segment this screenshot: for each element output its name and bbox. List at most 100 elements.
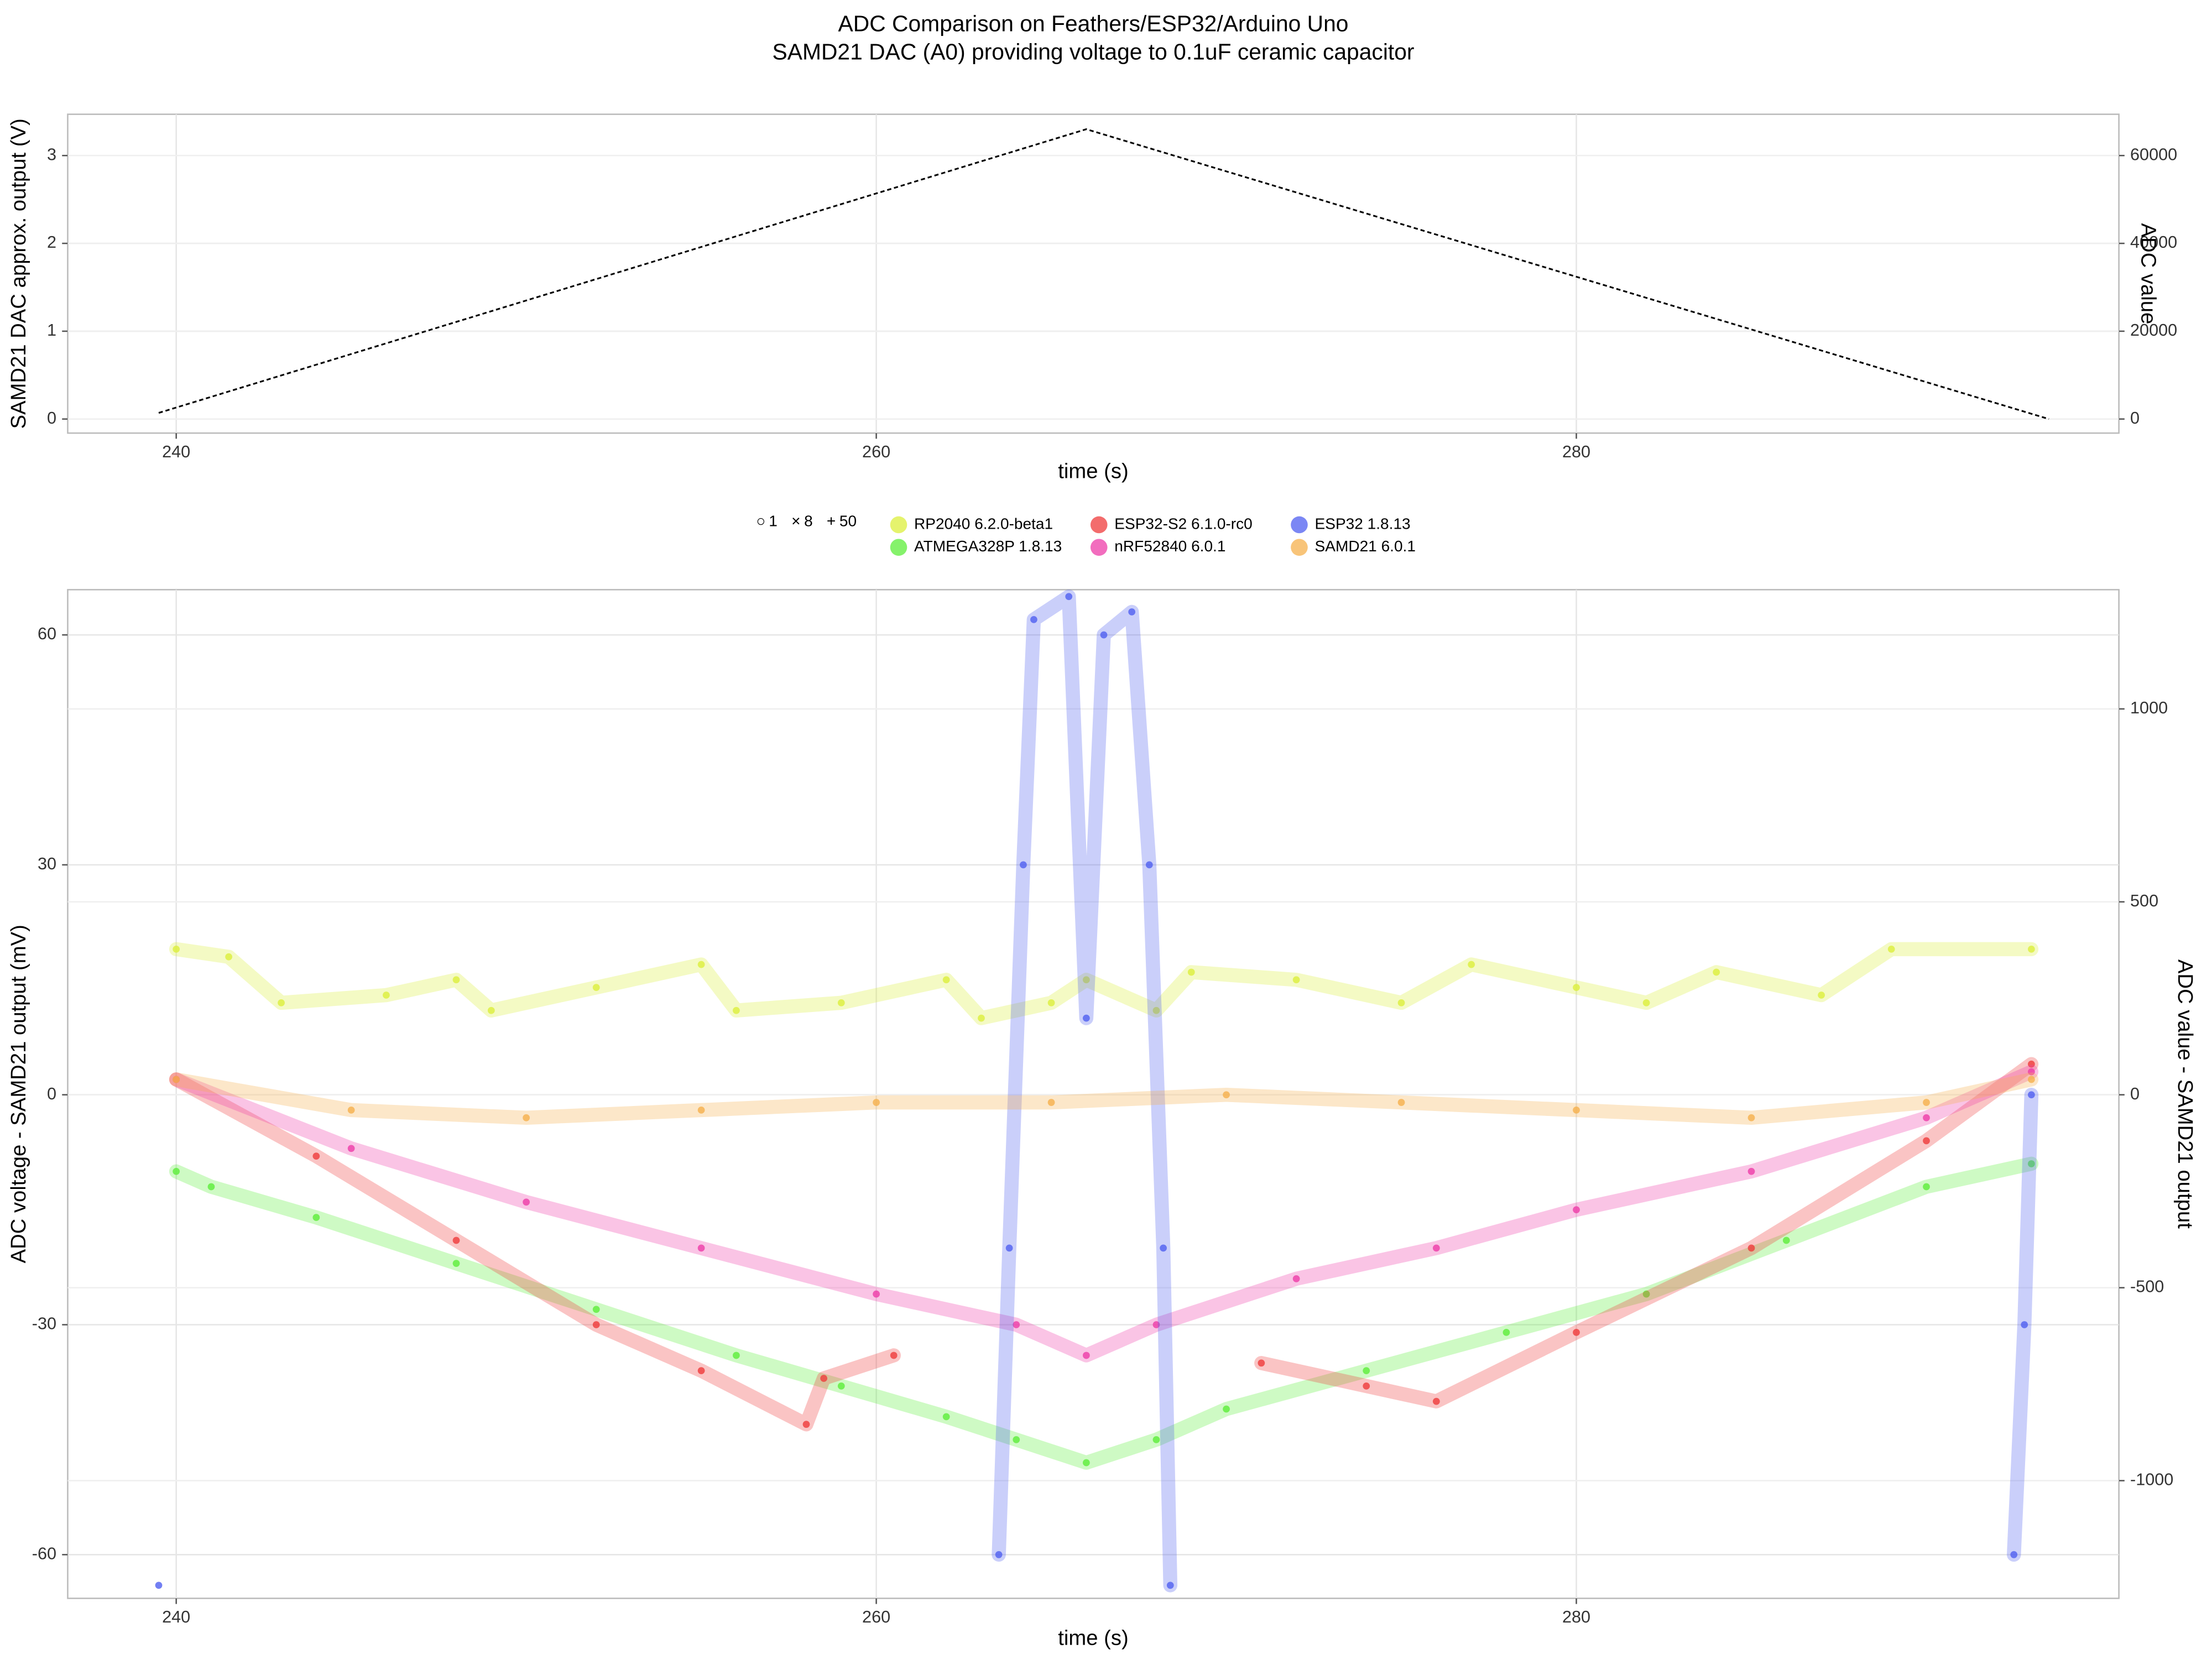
data-point (837, 999, 845, 1006)
data-point (347, 1107, 355, 1114)
shape-legend-glyph: ○ (756, 512, 765, 529)
data-point (312, 1152, 320, 1160)
data-point (697, 1244, 705, 1252)
data-point (1573, 984, 1580, 992)
data-point (890, 1352, 898, 1359)
data-point (1782, 1237, 1790, 1244)
shape-legend-label: 8 (804, 512, 813, 529)
data-point (802, 1421, 810, 1428)
x-tick-label: 260 (862, 1608, 890, 1626)
data-point (1160, 1244, 1167, 1252)
x-tick-label: 260 (862, 442, 890, 461)
data-point (452, 1237, 460, 1244)
y-tick-label: 60 (38, 624, 56, 643)
data-point (1013, 1321, 1020, 1328)
data-point (173, 945, 180, 953)
y2-tick-label: 20000 (2130, 321, 2177, 340)
data-point (312, 1214, 320, 1221)
data-point (1747, 1114, 1755, 1121)
data-point (1747, 1244, 1755, 1252)
y-tick-label: 2 (47, 233, 56, 252)
data-point (1363, 1383, 1370, 1390)
data-point (995, 1551, 1003, 1558)
y2-tick-label: 40000 (2130, 233, 2177, 252)
data-point (207, 1183, 215, 1191)
data-point (487, 1006, 495, 1014)
legend-swatch (890, 516, 907, 534)
y-tick-label: -60 (32, 1544, 56, 1563)
data-point (837, 1383, 845, 1390)
data-point (1083, 1459, 1090, 1467)
y-tick-label: 0 (47, 1084, 56, 1103)
data-point (1363, 1367, 1370, 1375)
data-point (1128, 608, 1136, 615)
data-point (1145, 861, 1153, 869)
data-point (1503, 1328, 1510, 1336)
data-point (820, 1375, 828, 1382)
legend-swatch (1090, 539, 1108, 556)
y2-axis-title: ADC value (2137, 223, 2161, 324)
data-point (873, 1290, 880, 1298)
x-axis-title: time (s) (1058, 460, 1129, 483)
chart-title: ADC Comparison on Feathers/ESP32/Arduino… (838, 11, 1349, 36)
data-point (1065, 593, 1073, 601)
chart-subtitle: SAMD21 DAC (A0) providing voltage to 0.1… (773, 39, 1415, 65)
data-point (1292, 1275, 1300, 1282)
y-tick-label: 1 (47, 321, 56, 340)
data-point (523, 1114, 530, 1121)
data-point (1923, 1137, 1930, 1145)
data-point (942, 1413, 950, 1421)
data-point (1818, 992, 1825, 999)
data-point (1020, 861, 1027, 869)
data-point (1923, 1114, 1930, 1121)
shape-legend-label: 50 (839, 512, 857, 529)
data-point (592, 984, 600, 992)
data-point (1642, 1290, 1650, 1298)
data-point (383, 992, 390, 999)
data-point (1292, 976, 1300, 984)
data-point (1100, 631, 1108, 639)
data-point (1397, 999, 1405, 1006)
shape-legend-glyph: × (791, 512, 800, 529)
data-point (697, 1107, 705, 1114)
data-point (1573, 1107, 1580, 1114)
data-point (2028, 1076, 2035, 1083)
data-point (523, 1198, 530, 1206)
data-point (225, 953, 232, 961)
dac-line (158, 128, 2049, 420)
data-point (1468, 961, 1475, 968)
series-band (169, 1065, 2039, 1363)
legend-label: ESP32-S2 6.1.0-rc0 (1114, 515, 1252, 532)
legend-label: RP2040 6.2.0-beta1 (914, 515, 1053, 532)
data-point (942, 976, 950, 984)
data-point (1642, 999, 1650, 1006)
legend-label: SAMD21 6.0.1 (1315, 538, 1416, 555)
data-point (1013, 1436, 1020, 1443)
y-tick-label: 0 (47, 409, 56, 427)
data-point (1223, 1091, 1230, 1099)
legend-label: ATMEGA328P 1.8.13 (914, 538, 1062, 555)
data-point (1152, 1436, 1160, 1443)
data-point (733, 1352, 740, 1359)
x-tick-label: 280 (1562, 1608, 1590, 1626)
legend-label: nRF52840 6.0.1 (1114, 538, 1225, 555)
shape-legend-glyph: + (827, 512, 836, 529)
data-point (1030, 616, 1037, 623)
data-point (173, 1076, 180, 1083)
legend-label: ESP32 1.8.13 (1315, 515, 1411, 532)
y2-axis-title: ADC value - SAMD21 output (2173, 959, 2197, 1229)
y-axis-title: ADC voltage - SAMD21 output (mV) (7, 925, 30, 1263)
data-point (1713, 968, 1720, 976)
data-point (1152, 1006, 1160, 1014)
data-point (1573, 1328, 1580, 1336)
data-point (1083, 976, 1090, 984)
x-tick-label: 240 (162, 1608, 190, 1626)
y2-tick-label: 500 (2130, 891, 2158, 910)
data-point (697, 1367, 705, 1375)
data-point (452, 1260, 460, 1267)
y2-tick-label: 1000 (2130, 698, 2168, 717)
y-tick-label: 3 (47, 145, 56, 164)
data-point (1047, 1099, 1055, 1106)
data-point (1083, 1014, 1090, 1022)
